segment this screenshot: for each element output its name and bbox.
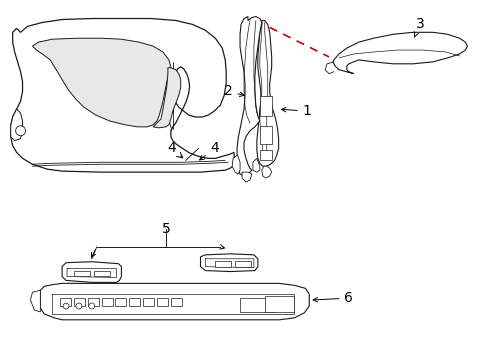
Bar — [259, 150, 271, 160]
Polygon shape — [261, 166, 271, 178]
Bar — [74, 271, 90, 276]
Text: 5: 5 — [161, 222, 170, 236]
Bar — [259, 126, 271, 144]
Text: 4: 4 — [199, 141, 219, 160]
Circle shape — [76, 303, 81, 309]
Text: 4: 4 — [167, 141, 183, 158]
Bar — [102, 298, 112, 306]
Polygon shape — [200, 254, 257, 271]
Bar — [240, 298, 274, 312]
Polygon shape — [256, 21, 278, 166]
Bar — [94, 271, 109, 276]
Bar — [115, 298, 126, 306]
Polygon shape — [252, 158, 259, 172]
Circle shape — [89, 303, 95, 309]
Text: 6: 6 — [312, 291, 352, 305]
Bar — [129, 298, 140, 306]
Polygon shape — [62, 262, 121, 282]
Bar — [170, 298, 182, 306]
Bar — [259, 96, 271, 116]
Polygon shape — [332, 32, 467, 74]
Polygon shape — [242, 172, 251, 182]
Bar — [143, 298, 154, 306]
Polygon shape — [11, 18, 234, 172]
Bar — [88, 298, 99, 306]
Polygon shape — [11, 109, 22, 141]
Circle shape — [16, 126, 25, 136]
Bar — [215, 261, 231, 267]
Polygon shape — [153, 68, 181, 128]
Bar — [60, 298, 71, 306]
Polygon shape — [232, 156, 240, 174]
Bar — [264, 296, 294, 312]
Text: 1: 1 — [281, 104, 311, 118]
Text: 3: 3 — [413, 17, 424, 37]
Polygon shape — [30, 290, 41, 312]
Polygon shape — [32, 38, 170, 127]
Circle shape — [63, 303, 69, 309]
Text: 2: 2 — [224, 84, 244, 98]
Bar — [235, 261, 250, 267]
Polygon shape — [41, 283, 308, 320]
Bar — [74, 298, 84, 306]
Polygon shape — [237, 17, 261, 176]
Bar — [157, 298, 167, 306]
